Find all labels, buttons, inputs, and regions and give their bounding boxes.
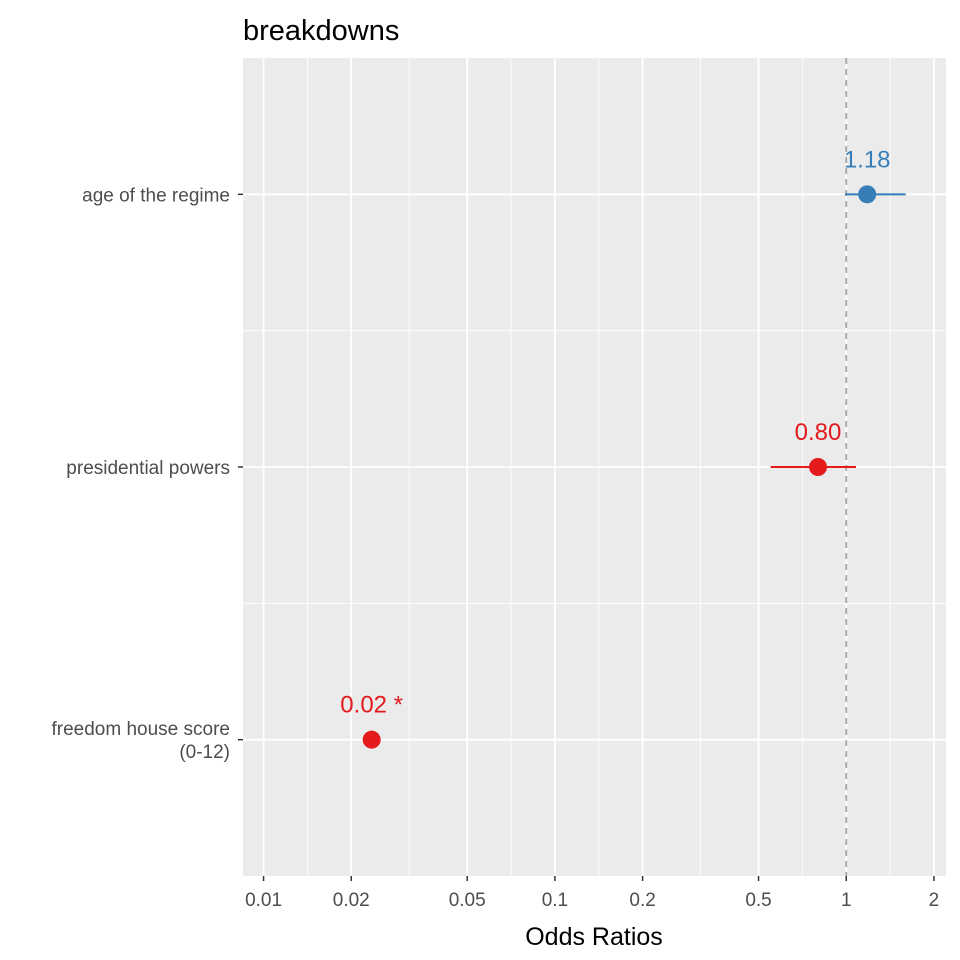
y-tick-label: presidential powers	[66, 458, 230, 479]
y-tick-label: (0-12)	[179, 742, 230, 763]
estimate-labels: 1.18 0.80 0.02 *	[340, 146, 890, 718]
chart-title: breakdowns	[243, 15, 399, 47]
estimate-label: 0.02 *	[340, 692, 403, 719]
estimate-point	[809, 458, 828, 476]
x-tick-label: 1	[841, 890, 852, 911]
estimate-points	[362, 185, 877, 749]
estimate-label: 0.80	[795, 419, 842, 446]
x-tick-label: 2	[929, 890, 940, 911]
estimate-point	[362, 730, 381, 749]
x-axis: 0.01 0.02 0.05 0.1 0.2 0.5 1 2	[245, 876, 939, 911]
estimate-label: 1.18	[844, 146, 891, 173]
x-tick-label: 0.5	[745, 890, 771, 911]
x-tick-label: 0.05	[449, 890, 486, 911]
x-tick-label: 0.2	[629, 890, 655, 911]
y-axis: age of the regime presidential powers free…	[52, 185, 243, 763]
x-tick-label: 0.01	[245, 890, 282, 911]
estimate-point	[858, 185, 877, 204]
x-axis-title: Odds Ratios	[525, 923, 663, 951]
y-tick-label: freedom house score	[52, 719, 231, 740]
y-tick-label: age of the regime	[82, 185, 230, 206]
x-tick-label: 0.02	[333, 890, 370, 911]
x-tick-label: 0.1	[542, 890, 568, 911]
